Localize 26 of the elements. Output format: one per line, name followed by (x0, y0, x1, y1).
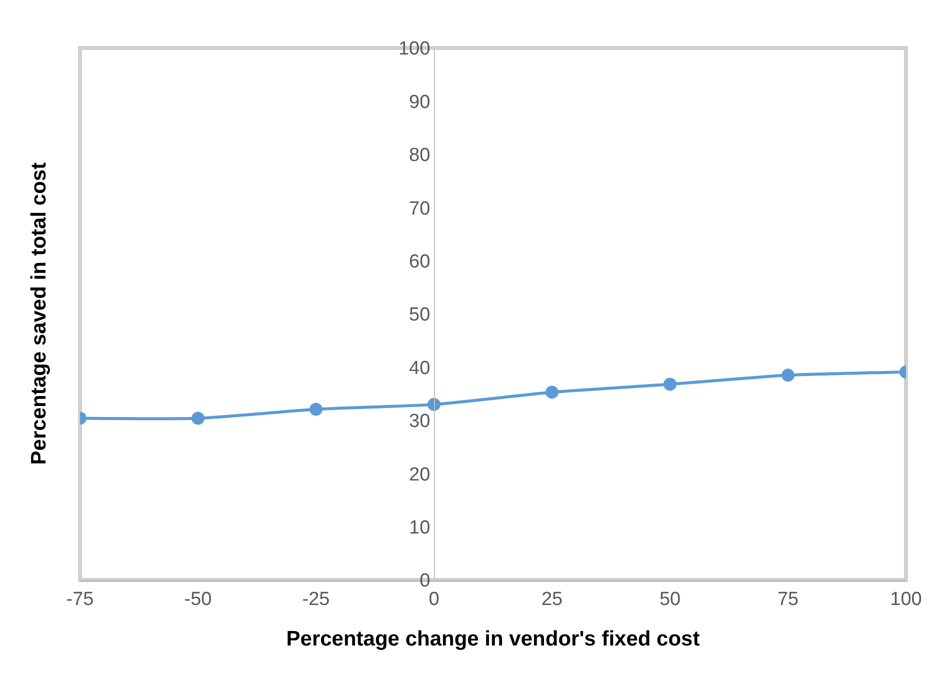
x-tick-label: -25 (302, 588, 330, 610)
y-tick-label: 70 (409, 198, 430, 220)
y-tick-label: 90 (409, 92, 430, 113)
y-tick-label: 20 (409, 464, 430, 486)
y-tick-label: 50 (409, 304, 430, 326)
x-tick-label: 50 (659, 588, 681, 610)
y-tick-label: 100 (398, 38, 430, 60)
point (310, 402, 322, 416)
y-tick-label: 0 (420, 570, 430, 592)
y-tick-label: 30 (409, 411, 430, 432)
y-tick-label: 80 (409, 145, 430, 166)
x-tick-label: 100 (890, 588, 922, 610)
x-tick-label: 25 (541, 588, 563, 610)
point (428, 398, 440, 411)
point (664, 378, 676, 391)
x-tick-label: -50 (184, 588, 212, 610)
x-tick-label: 75 (777, 588, 799, 610)
point (192, 412, 204, 425)
y-axis-title: Percentage saved in total cost (28, 162, 51, 465)
point (782, 368, 794, 382)
x-axis-title: Percentage change in vendor's fixed cost (286, 628, 700, 650)
y-tick-label: 40 (409, 358, 430, 379)
y-tick-label: 10 (409, 517, 430, 538)
point (546, 386, 558, 399)
x-tick-label: -75 (66, 588, 94, 610)
y-tick-label: 60 (409, 251, 430, 272)
